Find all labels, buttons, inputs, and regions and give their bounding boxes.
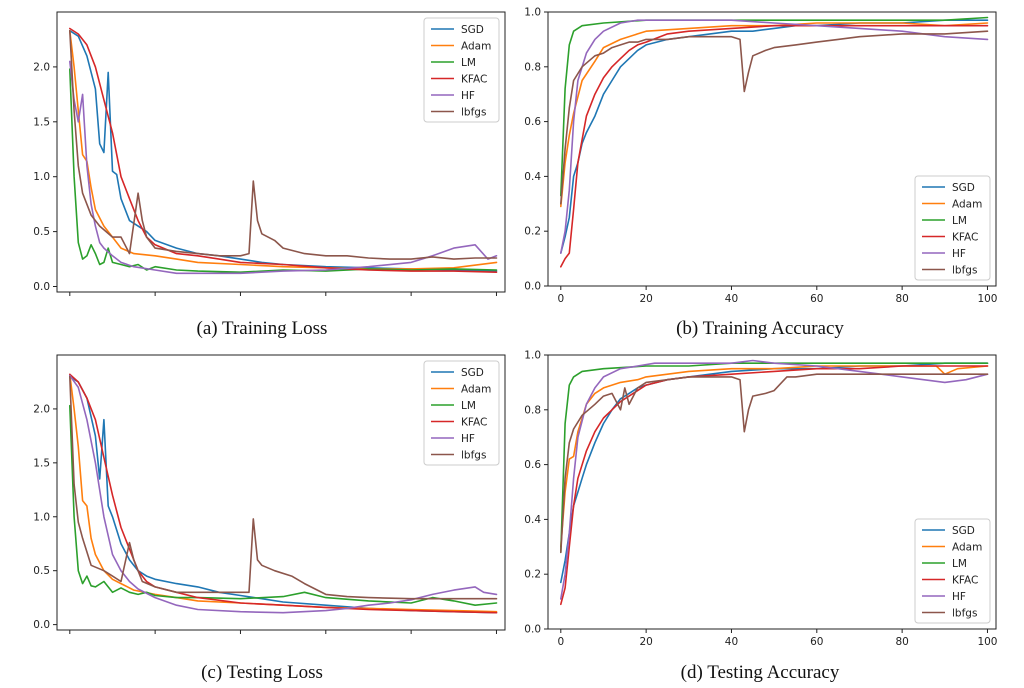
legend-label: lbfgs <box>461 107 486 119</box>
chart-testing-loss: 0.0 0.5 1.0 1.5 2.0 SGD Adam LM KFAC HF lbfgs (c) T… <box>33 354 506 683</box>
legend-box <box>914 518 991 624</box>
chart-training-loss: 0.0 0.5 1.0 1.5 2.0 SGD Adam LM KFAC HF lbfgs (a) T… <box>33 11 506 339</box>
series-line-hf <box>560 19 989 254</box>
y-tick-label: 1.0 <box>33 511 50 523</box>
legend: SGD Adam LM KFAC HF lbfgs <box>914 175 991 281</box>
legend-label: SGD <box>952 182 975 194</box>
caption: (b) Training Accuracy <box>676 318 844 339</box>
y-tick-label: 2.0 <box>33 61 50 73</box>
series-line-kfac <box>69 373 498 614</box>
series-line-kfac <box>560 24 989 268</box>
x-tick-label: 0 <box>557 636 564 648</box>
legend-label: LM <box>952 558 967 570</box>
y-tick-label: 1.5 <box>33 116 50 128</box>
legend-box <box>914 175 991 281</box>
legend-label: KFAC <box>952 575 978 587</box>
y-tick-label: 0.2 <box>524 569 541 581</box>
legend-label: Adam <box>952 542 982 554</box>
x-tick-label: 100 <box>977 636 997 648</box>
series-line-lm <box>560 362 989 554</box>
chart-testing-accuracy: 0.0 0.2 0.4 0.6 0.8 1.0 0 20 40 60 80 100 SGD Adam LM K… <box>524 350 997 684</box>
legend-label: HF <box>952 248 966 260</box>
legend-label: Adam <box>461 41 491 53</box>
legend-label: LM <box>952 215 967 227</box>
legend: SGD Adam LM KFAC HF lbfgs <box>423 17 500 123</box>
series-line-lbfgs <box>560 30 989 205</box>
y-tick-label: 0.0 <box>524 624 541 636</box>
legend-label: Adam <box>461 384 491 396</box>
series-line-hf <box>560 359 989 600</box>
y-tick-label: 1.0 <box>524 350 541 362</box>
series-line-adam <box>560 22 989 208</box>
y-tick-label: 0.6 <box>524 116 541 128</box>
y-tick-label: 0.4 <box>524 514 541 526</box>
x-tick-label: 100 <box>977 293 997 305</box>
plot-frame <box>56 11 506 293</box>
legend-label: SGD <box>461 367 484 379</box>
x-tick-label: 40 <box>725 636 738 648</box>
y-tick-label: 0.4 <box>524 171 541 183</box>
y-tick-label: 0.0 <box>33 619 50 631</box>
y-tick-label: 1.0 <box>33 171 50 183</box>
y-tick-label: 0.5 <box>33 565 50 577</box>
legend: SGD Adam LM KFAC HF lbfgs <box>423 360 500 466</box>
caption: (d) Testing Accuracy <box>681 662 840 683</box>
series-line-lm <box>69 404 498 606</box>
y-tick-label: 0.2 <box>524 226 541 238</box>
legend-box <box>423 17 500 123</box>
plot-frame <box>547 354 997 630</box>
y-tick-label: 2.0 <box>33 403 50 415</box>
caption: (a) Training Loss <box>197 318 328 339</box>
x-tick-label: 20 <box>639 293 652 305</box>
y-tick-label: 0.8 <box>524 404 541 416</box>
chart-training-accuracy: 0.0 0.2 0.4 0.6 0.8 1.0 0 20 40 60 80 100 SGD Adam LM K… <box>524 7 997 340</box>
plot-frame <box>56 354 506 631</box>
legend-label: SGD <box>952 525 975 537</box>
legend-label: KFAC <box>461 74 487 86</box>
series-line-hf <box>69 60 498 275</box>
legend-label: LM <box>461 57 476 69</box>
series-line-lbfgs <box>69 29 498 260</box>
y-tick-label: 0.6 <box>524 459 541 471</box>
legend-label: HF <box>952 591 966 603</box>
x-tick-label: 60 <box>810 293 823 305</box>
series-line-kfac <box>69 27 498 273</box>
legend-label: lbfgs <box>461 450 486 462</box>
caption: (c) Testing Loss <box>201 662 323 683</box>
legend-label: SGD <box>461 24 484 36</box>
x-tick-label: 80 <box>895 636 908 648</box>
legend: SGD Adam LM KFAC HF lbfgs <box>914 518 991 624</box>
x-tick-label: 0 <box>557 293 564 305</box>
legend-label: lbfgs <box>952 265 977 277</box>
series-line-lm <box>69 68 498 273</box>
legend-label: Adam <box>952 199 982 211</box>
x-tick-label: 40 <box>725 293 738 305</box>
legend-label: lbfgs <box>952 608 977 620</box>
series-line-lbfgs <box>69 375 498 600</box>
x-tick-label: 80 <box>895 293 908 305</box>
legend-box <box>423 360 500 466</box>
y-tick-label: 0.0 <box>524 281 541 293</box>
legend-label: LM <box>461 400 476 412</box>
legend-label: HF <box>461 433 475 445</box>
legend-label: KFAC <box>461 417 487 429</box>
x-tick-label: 20 <box>639 636 652 648</box>
series-line-sgd <box>69 29 498 272</box>
y-tick-label: 0.5 <box>33 226 50 238</box>
series-line-sgd <box>69 375 498 614</box>
y-tick-label: 0.0 <box>33 281 50 293</box>
plot-frame <box>547 11 997 287</box>
x-tick-label: 60 <box>810 636 823 648</box>
legend-label: KFAC <box>952 232 978 244</box>
y-tick-label: 1.0 <box>524 7 541 19</box>
series-line-lbfgs <box>560 373 989 554</box>
y-tick-label: 1.5 <box>33 457 50 469</box>
series-line-hf <box>69 374 498 614</box>
legend-label: HF <box>461 90 475 102</box>
y-tick-label: 0.8 <box>524 61 541 73</box>
